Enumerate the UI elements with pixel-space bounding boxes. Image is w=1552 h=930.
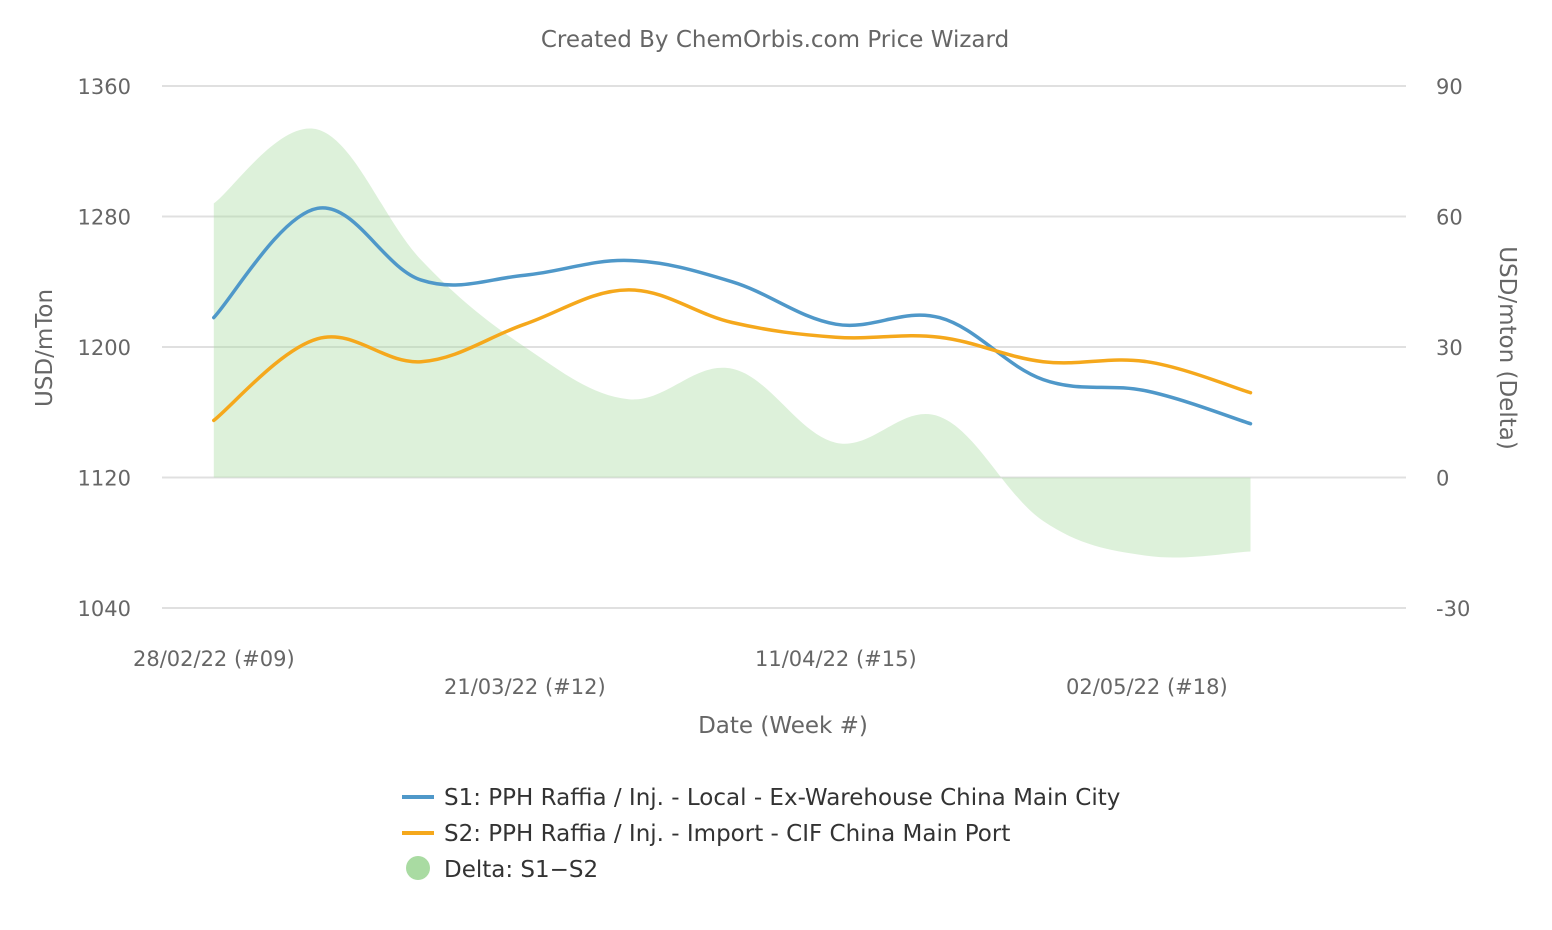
x-tick-label: 02/05/22 (#18) [1066,675,1228,699]
y-axis-label: USD/mTon [32,289,58,407]
y-axis-right-ticks: -30 0 30 60 90 [1436,75,1470,621]
y-axis-left-ticks: 1040 1120 1200 1280 1360 [78,75,131,621]
y-tick-label: 1120 [78,467,131,491]
legend-label-s2: S2: PPH Raffia / Inj. - Import - CIF Chi… [444,821,1010,847]
chart-title: Created By ChemOrbis.com Price Wizard [541,27,1009,53]
legend-item-s2[interactable]: S2: PPH Raffia / Inj. - Import - CIF Chi… [402,821,1010,847]
x-axis-label: Date (Week #) [698,713,868,739]
delta-area[interactable] [213,128,1251,558]
legend-swatch-delta [406,856,430,880]
y-tick-label: 1360 [78,75,131,99]
x-tick-label: 11/04/22 (#15) [755,647,917,671]
legend-label-delta: Delta: S1−S2 [444,857,598,883]
delta-area-layer [213,128,1251,558]
y-tick-label: 1040 [78,597,131,621]
legend: S1: PPH Raffia / Inj. - Local - Ex-Wareh… [402,785,1120,883]
y2-tick-label: 0 [1436,467,1449,491]
x-axis-ticks: 28/02/22 (#09) 21/03/22 (#12) 11/04/22 (#1… [133,647,1228,699]
y2-tick-label: -30 [1436,597,1470,621]
series-line-s1[interactable] [212,206,1253,426]
x-tick-label: 28/02/22 (#09) [133,647,295,671]
y2-tick-label: 30 [1436,336,1463,360]
legend-label-s1: S1: PPH Raffia / Inj. - Local - Ex-Wareh… [444,785,1120,811]
legend-item-delta[interactable]: Delta: S1−S2 [406,856,598,883]
series-line-s2[interactable] [212,288,1253,423]
y2-tick-label: 90 [1436,75,1463,99]
x-tick-label: 21/03/22 (#12) [444,675,606,699]
y2-axis-label: USD/mton (Delta) [1494,246,1520,450]
series-lines-layer [212,206,1253,426]
y-tick-label: 1280 [78,206,131,230]
y2-tick-label: 60 [1436,206,1463,230]
legend-item-s1[interactable]: S1: PPH Raffia / Inj. - Local - Ex-Wareh… [402,785,1120,811]
y-tick-label: 1200 [78,336,131,360]
